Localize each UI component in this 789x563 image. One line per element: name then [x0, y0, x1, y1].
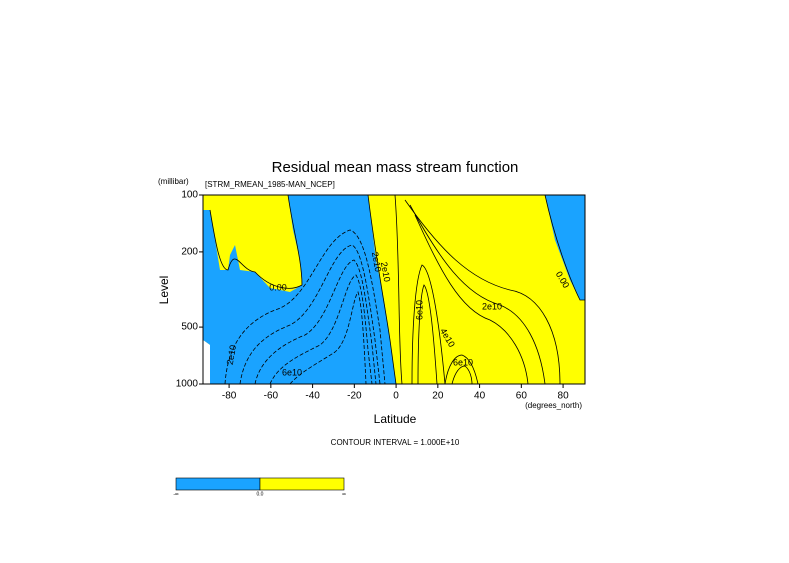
negative-contour: [289, 291, 367, 385]
colorbar-swatch: [175, 477, 261, 491]
contour-label: 2e10: [370, 251, 383, 272]
colorbar-label: -∞: [173, 491, 179, 497]
contour-label: 2e10: [482, 301, 502, 311]
positive-contour: [394, 194, 403, 385]
contours: [209, 194, 585, 385]
x-tick-label: 0: [393, 391, 399, 402]
x-tick-label: 60: [516, 391, 528, 402]
x-tick-label: 20: [432, 391, 444, 402]
footnote: CONTOUR INTERVAL = 1.000E+10: [331, 438, 460, 447]
y-unit: (millibar): [158, 177, 189, 186]
negative-contour: [224, 229, 386, 385]
x-tick-label: -80: [222, 391, 237, 402]
x-unit: (degrees_north): [525, 401, 582, 410]
y-tick-label: 200: [181, 247, 198, 258]
contour-label: 6e10: [453, 357, 473, 367]
x-tick-label: -60: [264, 391, 279, 402]
negative-contour: [269, 274, 373, 385]
x-tick-label: -20: [347, 391, 362, 402]
contour-label: 2e10: [379, 261, 392, 282]
x-tick-label: -40: [305, 391, 320, 402]
x-axis-label: Latitude: [374, 412, 417, 426]
contour-label: 6e10: [282, 367, 302, 377]
x-tick-label: 40: [474, 391, 486, 402]
y-tick-label: 1000: [176, 379, 199, 390]
subtitle: [STRM_RMEAN_1985-MAN_NCEP]: [205, 180, 335, 189]
negative-contour: [239, 244, 381, 385]
chart-title: Residual mean mass stream function: [272, 159, 519, 176]
negative-contour: [254, 259, 377, 385]
negative-region: [545, 195, 585, 300]
contour-label: 6e10: [414, 300, 424, 320]
plot-frame: [202, 194, 586, 385]
y-tick-label: 500: [181, 322, 198, 333]
x-tick-label: 80: [558, 391, 570, 402]
zero-contour: [544, 194, 585, 301]
contour-label: 0.00: [269, 282, 287, 292]
positive-contour: [409, 204, 546, 385]
negative-region: [203, 195, 396, 384]
positive-contour: [404, 199, 561, 385]
positive-contour: [414, 214, 529, 385]
colorbar-label: 0.0: [257, 491, 264, 497]
zero-contour: [367, 194, 397, 385]
colorbar-swatch: [259, 477, 345, 491]
contour-label: 2e10: [225, 344, 238, 365]
positive-contour: [417, 284, 438, 385]
positive-contour: [444, 354, 479, 385]
positive-contour: [451, 365, 473, 385]
colorbar-label: ∞: [342, 491, 346, 497]
y-tick-label: 100: [181, 190, 198, 201]
zero-contour: [209, 194, 303, 289]
positive-contour: [411, 264, 446, 385]
y-axis-label: Level: [157, 276, 171, 305]
missing-region: [203, 340, 210, 384]
